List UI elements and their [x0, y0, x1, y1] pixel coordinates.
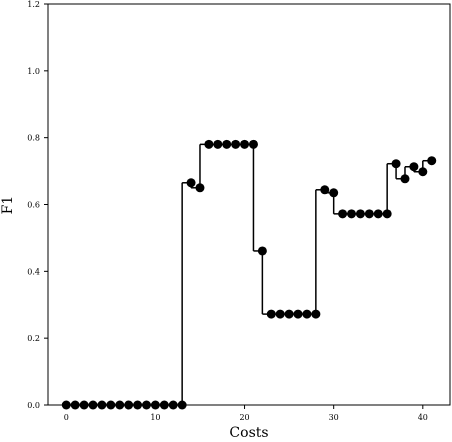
marker — [311, 309, 321, 319]
y-tick-label: 0.4 — [27, 267, 40, 276]
marker — [382, 209, 392, 219]
marker — [97, 400, 107, 410]
marker — [61, 400, 71, 410]
marker — [355, 209, 365, 219]
marker — [257, 246, 267, 256]
marker — [275, 309, 285, 319]
x-tick-label: 20 — [239, 413, 249, 422]
marker — [177, 400, 187, 410]
marker — [409, 162, 419, 172]
marker — [115, 400, 125, 410]
marker — [329, 188, 339, 198]
marker — [240, 139, 250, 149]
y-axis-label: F1 — [0, 196, 16, 215]
marker — [427, 156, 437, 166]
y-tick-label: 0.2 — [27, 334, 40, 343]
marker — [222, 139, 232, 149]
x-tick-label: 0 — [64, 413, 69, 422]
marker — [195, 183, 205, 193]
marker — [400, 174, 410, 184]
marker — [231, 139, 241, 149]
marker — [70, 400, 80, 410]
marker — [284, 309, 294, 319]
marker — [168, 400, 178, 410]
y-tick-label: 1.0 — [27, 67, 40, 76]
marker — [213, 139, 223, 149]
marker — [266, 309, 276, 319]
marker — [418, 167, 428, 177]
x-tick-label: 10 — [150, 413, 160, 422]
plot-frame — [47, 3, 451, 406]
x-tick-label: 40 — [418, 413, 428, 422]
marker — [88, 400, 98, 410]
marker — [248, 139, 258, 149]
marker — [338, 209, 348, 219]
marker — [159, 400, 169, 410]
y-tick-label: 1.2 — [27, 0, 40, 9]
x-tick-label: 30 — [329, 413, 339, 422]
x-axis-label: Costs — [229, 425, 268, 441]
marker — [391, 159, 401, 169]
marker — [79, 400, 89, 410]
marker — [186, 178, 196, 188]
marker — [133, 400, 143, 410]
marker — [293, 309, 303, 319]
marker — [320, 185, 330, 195]
y-tick-label: 0.0 — [27, 401, 40, 410]
y-tick-label: 0.8 — [27, 134, 40, 143]
marker — [204, 139, 214, 149]
marker — [364, 209, 374, 219]
marker — [124, 400, 134, 410]
marker — [106, 400, 116, 410]
marker — [302, 309, 312, 319]
marker — [373, 209, 383, 219]
marker — [347, 209, 357, 219]
marker — [141, 400, 151, 410]
marker — [150, 400, 160, 410]
y-tick-label: 0.6 — [27, 201, 40, 210]
